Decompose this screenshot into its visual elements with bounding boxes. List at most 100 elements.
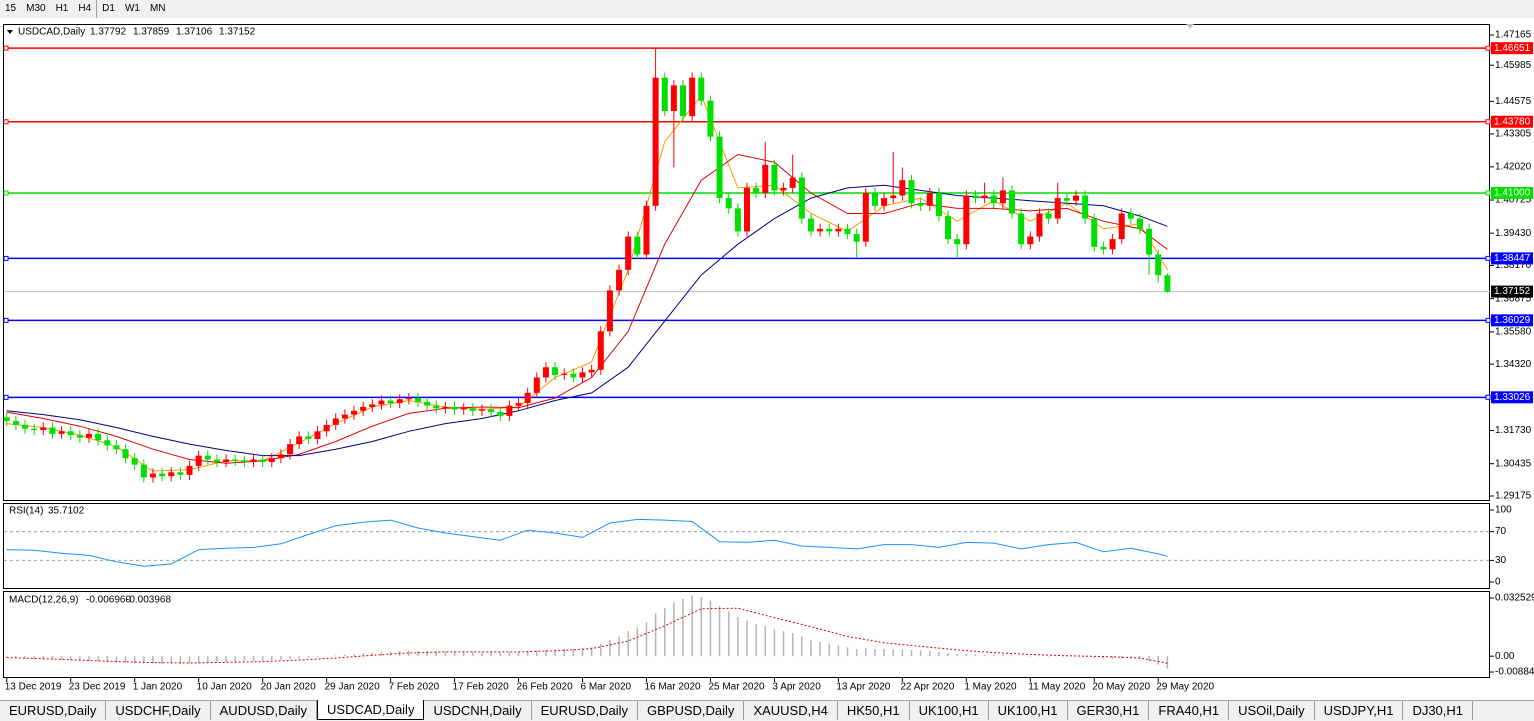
candle-body — [204, 455, 211, 460]
candle-body — [972, 195, 979, 199]
y-tick-label: 0.00 — [1495, 651, 1515, 662]
candle-body — [1136, 218, 1143, 229]
candle-body — [552, 367, 559, 375]
candle-body — [1027, 236, 1034, 245]
chart-tab[interactable]: DJ30,H1 — [1403, 701, 1474, 720]
menu-arrow — [7, 30, 13, 34]
x-tick-label: 26 Feb 2020 — [517, 682, 574, 693]
chart-tab[interactable]: USDJPY,H1 — [1315, 701, 1404, 720]
y-tick-label: 1.31730 — [1495, 425, 1532, 436]
y-tick-label: 0 — [1495, 577, 1501, 588]
candle-body — [497, 412, 504, 416]
x-tick-label: 1 May 2020 — [964, 682, 1017, 693]
chart-tab[interactable]: UK100,H1 — [910, 701, 989, 720]
x-tick-label: 16 Mar 2020 — [644, 682, 701, 693]
x-tick-label: 6 Mar 2020 — [580, 682, 631, 693]
candle-body — [999, 190, 1006, 204]
last-price-tag — [1491, 285, 1533, 298]
chart-tabs: EURUSD,Daily USDCHF,Daily AUDUSD,Daily USDC… — [0, 700, 1534, 721]
x-tick-label: 29 Jan 2020 — [325, 682, 380, 693]
macd-pane — [3, 591, 1490, 678]
indicator-title: RSI(14) — [9, 506, 43, 517]
candle-body — [954, 239, 961, 245]
candle-body — [1091, 218, 1098, 247]
candle-body — [287, 444, 294, 455]
level-end — [1485, 394, 1491, 400]
chart-tab[interactable]: USDCHF,Daily — [106, 701, 211, 720]
candle-body — [744, 187, 750, 232]
y-tick-label: 1.34320 — [1495, 359, 1532, 370]
indicator-title: MACD(12,26,9) — [9, 595, 78, 606]
chart-tab[interactable]: XAUUSD,H4 — [744, 701, 838, 720]
timeframe-button[interactable]: H4 — [78, 3, 92, 14]
candle-body — [981, 195, 988, 199]
chart-tab[interactable]: UK100,H1 — [989, 701, 1068, 720]
chart-tab[interactable]: HK50,H1 — [838, 701, 910, 720]
candle-body — [817, 228, 824, 232]
timeframe-toolbar: 15 M30 H1 H4 D1 W1 MN — [0, 0, 200, 18]
chart-tab[interactable]: USOil,Daily — [1229, 701, 1315, 720]
level-label: 1.36029 — [1494, 315, 1531, 326]
candle-body — [652, 77, 659, 206]
timeframe-button[interactable]: 15 — [5, 3, 17, 14]
level-tag — [1491, 391, 1533, 404]
chart-tab[interactable]: GER30,H1 — [1068, 701, 1150, 720]
candle-body — [488, 409, 495, 413]
chart-window: 1.47165 1.45985 1.44575 1.43305 1.42020 1.407… — [0, 18, 1534, 700]
candle-body — [378, 400, 385, 405]
shift-marker — [1186, 24, 1194, 29]
level-end — [3, 255, 9, 261]
level-end — [3, 190, 9, 196]
y-tick-label: 1.39430 — [1495, 228, 1532, 239]
chart-tab[interactable]: GBPUSD,Daily — [638, 701, 745, 720]
x-tick-label: 20 Jan 2020 — [261, 682, 316, 693]
ohlc-value: 1.37792 — [90, 27, 127, 38]
candle-body — [798, 177, 805, 219]
candle-body — [1018, 213, 1025, 245]
candle-body — [351, 410, 358, 415]
chart-tab[interactable]: EURUSD,Daily — [0, 701, 107, 720]
candle-body — [58, 431, 65, 434]
indicator-value: 35.7102 — [48, 506, 85, 517]
candle-body — [22, 424, 29, 429]
candle-body — [369, 404, 376, 407]
candle-body — [689, 77, 696, 117]
candle-body — [881, 198, 888, 206]
candle-body — [1063, 198, 1070, 201]
chart-tab[interactable]: FRA40,H1 — [1149, 701, 1230, 720]
chart-tab[interactable]: USDCNH,Daily — [424, 701, 532, 720]
timeframe-button[interactable]: MN — [149, 3, 166, 14]
x-tick-label: 23 Dec 2019 — [69, 682, 126, 693]
signal-line — [6, 607, 1168, 664]
candle-body — [835, 228, 842, 232]
y-tick-label: 1.30435 — [1495, 458, 1532, 469]
x-tick-label: 25 Mar 2020 — [708, 682, 765, 693]
candle-body — [140, 464, 147, 478]
level-end — [1485, 317, 1491, 323]
timeframe-button[interactable]: M30 — [26, 3, 46, 14]
candle-body — [85, 433, 92, 438]
candle-body — [177, 472, 184, 475]
timeframe-button[interactable]: W1 — [124, 3, 140, 14]
timeframe-button[interactable]: H1 — [55, 3, 69, 14]
chart-tab[interactable]: USDCAD,Daily — [317, 700, 425, 720]
candle-body — [862, 192, 869, 242]
candle-body — [524, 392, 531, 404]
candle-body — [762, 164, 769, 193]
candle-body — [606, 290, 613, 332]
timeframe-button[interactable]: D1 — [96, 0, 120, 18]
candle-body — [771, 164, 778, 191]
level-tag — [1491, 314, 1533, 327]
candle-body — [807, 218, 814, 232]
x-tick-label: 13 Apr 2020 — [836, 682, 890, 693]
level-tag — [1491, 42, 1533, 55]
x-tick-label: 22 Apr 2020 — [900, 682, 954, 693]
candle-body — [159, 473, 166, 477]
candle-body — [579, 372, 586, 378]
candle-body — [149, 473, 156, 478]
y-tick-label: 1.47165 — [1495, 30, 1532, 41]
chart-tab[interactable]: AUDUSD,Daily — [211, 701, 318, 720]
candle-body — [734, 208, 741, 232]
candle-body — [588, 369, 595, 373]
chart-tab[interactable]: EURUSD,Daily — [532, 701, 638, 720]
